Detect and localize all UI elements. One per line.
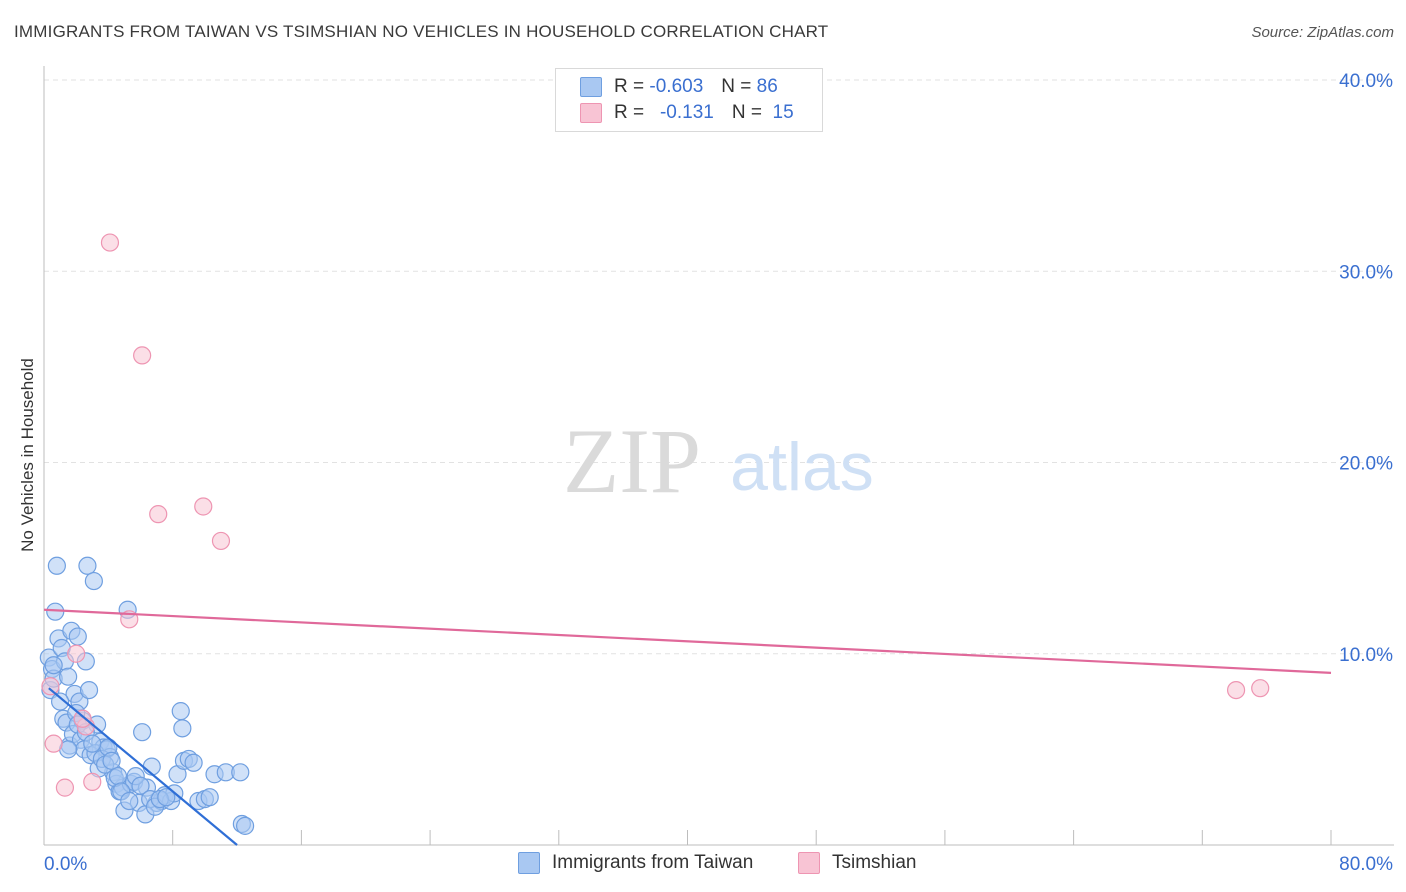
y-tick-label: 10.0% — [1339, 645, 1393, 666]
legend-swatch-taiwan — [580, 77, 602, 97]
tsimshian-point — [67, 644, 86, 663]
tsimshian-point — [149, 505, 168, 524]
taiwan-point — [50, 692, 70, 711]
x-tick-label: 80.0% — [1339, 854, 1393, 875]
grid-layer — [43, 66, 1394, 846]
tsimshian-point — [73, 709, 92, 728]
x-tick-label: 0.0% — [44, 854, 87, 875]
points-layer — [39, 233, 1270, 835]
tsimshian-point — [211, 531, 231, 551]
taiwan-point — [83, 734, 102, 753]
legend-row-taiwan: R = -0.603 N = 86 — [580, 75, 778, 99]
taiwan-point — [235, 816, 255, 835]
tsimshian-point — [100, 233, 120, 252]
taiwan-point — [120, 791, 139, 811]
legend-r-value: -0.131 — [659, 102, 714, 123]
chart-title: IMMIGRANTS FROM TAIWAN VS TSIMSHIAN NO V… — [14, 22, 829, 41]
bottom-legend-taiwan: Immigrants from Taiwan — [518, 852, 753, 874]
tsimshian-point — [44, 734, 63, 753]
legend-r-label: R = — [614, 76, 645, 97]
bottom-legend-swatch-taiwan — [518, 852, 540, 874]
taiwan-point — [184, 753, 203, 772]
taiwan-point — [44, 656, 63, 675]
bottom-legend-tsimshian: Tsimshian — [798, 852, 916, 874]
legend-swatch-tsimshian — [580, 103, 602, 123]
legend-r-label: R = — [614, 102, 645, 123]
legend-n-label: N = — [721, 76, 752, 97]
taiwan-point — [59, 667, 78, 686]
watermark-atlas: atlas — [730, 429, 874, 505]
tsimshian-trend-line — [43, 608, 1332, 674]
taiwan-point — [200, 788, 219, 807]
taiwan-point — [47, 556, 66, 575]
bottom-legend-label-taiwan: Immigrants from Taiwan — [552, 852, 754, 873]
legend-row-tsimshian: R = -0.131 N = 15 — [580, 101, 794, 125]
taiwan-point — [102, 751, 121, 770]
taiwan-point — [79, 680, 99, 700]
legend-n-label: N = — [731, 102, 762, 123]
tsimshian-point — [194, 497, 213, 516]
taiwan-point — [171, 702, 190, 721]
y-tick-label: 30.0% — [1339, 262, 1393, 283]
tsimshian-point — [83, 772, 102, 791]
trend-layer — [43, 608, 1332, 846]
taiwan-trend-line — [48, 687, 238, 846]
taiwan-point — [231, 763, 250, 782]
legend-n-value: 15 — [772, 102, 794, 123]
source-label: Source: ZipAtlas.com — [1251, 24, 1394, 41]
tsimshian-point — [1251, 679, 1270, 698]
legend-r-value: -0.603 — [649, 76, 704, 97]
y-tick-label: 20.0% — [1339, 454, 1393, 475]
tsimshian-point — [55, 778, 75, 797]
tsimshian-point — [133, 346, 152, 365]
taiwan-point — [131, 776, 150, 795]
legend-n-value: 86 — [756, 76, 778, 97]
stats-legend: R = -0.603 N = 86 R = -0.131 N = 15 — [555, 68, 823, 132]
taiwan-point — [157, 788, 176, 807]
taiwan-point — [173, 719, 192, 738]
y-tick-label: 40.0% — [1339, 71, 1393, 92]
tsimshian-point — [41, 677, 60, 696]
watermark: ZIP atlas — [563, 410, 874, 512]
taiwan-point — [84, 571, 103, 591]
bottom-legend-label-tsimshian: Tsimshian — [832, 852, 917, 873]
taiwan-point — [78, 556, 97, 575]
watermark-zip: ZIP — [563, 410, 701, 512]
bottom-legend-swatch-tsimshian — [798, 852, 820, 874]
taiwan-point — [108, 767, 128, 786]
taiwan-point — [133, 723, 152, 742]
tsimshian-point — [1226, 680, 1246, 700]
tick-labels: 10.0% 20.0% 30.0% 40.0% 0.0% 80.0% — [44, 71, 1393, 875]
taiwan-point — [68, 627, 87, 646]
